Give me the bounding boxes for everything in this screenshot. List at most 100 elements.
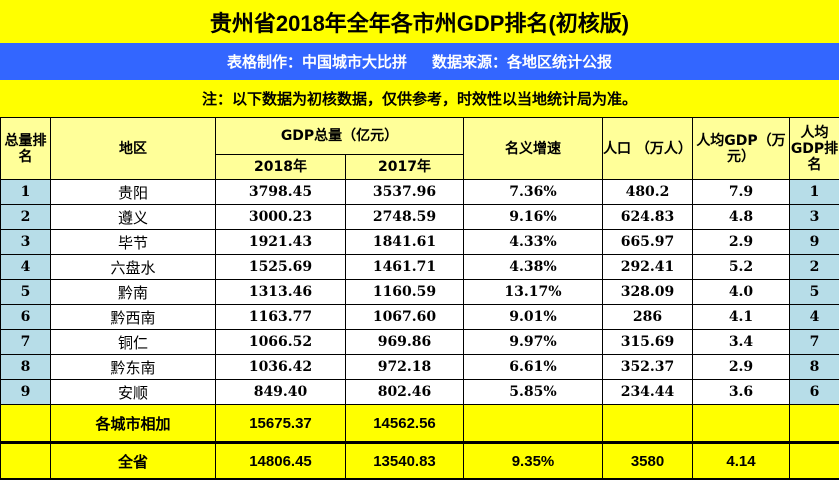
- province-label: 全省: [51, 443, 216, 480]
- disclaimer-note: 注：以下数据为初核数据，仅供参考，时效性以当地统计局为准。: [0, 80, 839, 117]
- growth-cell: 4.38%: [464, 255, 603, 280]
- growth-cell: 4.33%: [464, 230, 603, 255]
- rank-cell: 1: [1, 180, 51, 205]
- gdp2018-cell: 1921.43: [216, 230, 346, 255]
- province-total-row: 全省 14806.45 13540.83 9.35% 3580 4.14: [1, 443, 839, 480]
- table-row: 7 铜仁 1066.52 969.86 9.97% 315.69 3.4 7: [1, 330, 839, 355]
- region-cell: 铜仁: [51, 330, 216, 355]
- header-per-capita: 人均GDP（万元）: [693, 118, 790, 180]
- per-capita-rank-cell: 8: [790, 355, 839, 380]
- header-row-1: 总量排名 地区 GDP总量（亿元） 名义增速 人口 （万人） 人均GDP（万元）…: [1, 118, 839, 155]
- per-capita-rank-cell: 9: [790, 230, 839, 255]
- table-row: 9 安顺 849.40 802.46 5.85% 234.44 3.6 6: [1, 380, 839, 405]
- population-cell: 352.37: [603, 355, 693, 380]
- per-capita-rank-cell: 5: [790, 280, 839, 305]
- growth-cell: 9.01%: [464, 305, 603, 330]
- header-year-2018: 2018年: [216, 155, 346, 180]
- gdp-table: 总量排名 地区 GDP总量（亿元） 名义增速 人口 （万人） 人均GDP（万元）…: [0, 117, 839, 480]
- summary-growth: [464, 405, 603, 443]
- rank-cell: 2: [1, 205, 51, 230]
- gdp2017-cell: 3537.96: [346, 180, 464, 205]
- table-row: 3 毕节 1921.43 1841.61 4.33% 665.97 2.9 9: [1, 230, 839, 255]
- credit-banner: 表格制作：中国城市大比拼 数据来源：各地区统计公报: [0, 43, 839, 80]
- per-capita-cell: 4.8: [693, 205, 790, 230]
- province-per-capita-rank: [790, 443, 839, 480]
- summary-gdp2018: 15675.37: [216, 405, 346, 443]
- gdp2018-cell: 1525.69: [216, 255, 346, 280]
- gdp2018-cell: 849.40: [216, 380, 346, 405]
- gdp2018-cell: 3000.23: [216, 205, 346, 230]
- table-row: 8 黔东南 1036.42 972.18 6.61% 352.37 2.9 8: [1, 355, 839, 380]
- rank-cell: 3: [1, 230, 51, 255]
- per-capita-rank-cell: 1: [790, 180, 839, 205]
- growth-cell: 13.17%: [464, 280, 603, 305]
- region-cell: 贵阳: [51, 180, 216, 205]
- population-cell: 292.41: [603, 255, 693, 280]
- per-capita-cell: 3.4: [693, 330, 790, 355]
- province-gdp2017: 13540.83: [346, 443, 464, 480]
- rank-cell: 5: [1, 280, 51, 305]
- region-cell: 安顺: [51, 380, 216, 405]
- population-cell: 480.2: [603, 180, 693, 205]
- growth-cell: 9.16%: [464, 205, 603, 230]
- sheet-title: 贵州省2018年全年各市州GDP排名(初核版): [0, 0, 839, 44]
- per-capita-cell: 2.9: [693, 230, 790, 255]
- per-capita-cell: 7.9: [693, 180, 790, 205]
- population-cell: 286: [603, 305, 693, 330]
- table-row: 6 黔西南 1163.77 1067.60 9.01% 286 4.1 4: [1, 305, 839, 330]
- per-capita-cell: 3.6: [693, 380, 790, 405]
- per-capita-cell: 2.9: [693, 355, 790, 380]
- province-population: 3580: [603, 443, 693, 480]
- rank-cell: 9: [1, 380, 51, 405]
- header-year-2017: 2017年: [346, 155, 464, 180]
- province-per-capita: 4.14: [693, 443, 790, 480]
- table-row: 4 六盘水 1525.69 1461.71 4.38% 292.41 5.2 2: [1, 255, 839, 280]
- gdp2018-cell: 1036.42: [216, 355, 346, 380]
- per-capita-rank-cell: 2: [790, 255, 839, 280]
- growth-cell: 9.97%: [464, 330, 603, 355]
- gdp2017-cell: 1461.71: [346, 255, 464, 280]
- region-cell: 黔西南: [51, 305, 216, 330]
- growth-cell: 5.85%: [464, 380, 603, 405]
- table-row: 1 贵阳 3798.45 3537.96 7.36% 480.2 7.9 1: [1, 180, 839, 205]
- per-capita-cell: 4.0: [693, 280, 790, 305]
- growth-cell: 7.36%: [464, 180, 603, 205]
- region-cell: 遵义: [51, 205, 216, 230]
- population-cell: 624.83: [603, 205, 693, 230]
- rank-cell: 8: [1, 355, 51, 380]
- population-cell: 328.09: [603, 280, 693, 305]
- summary-per-capita-rank: [790, 405, 839, 443]
- summary-rank-cell: [1, 405, 51, 443]
- gdp2017-cell: 972.18: [346, 355, 464, 380]
- header-growth: 名义增速: [464, 118, 603, 180]
- summary-population: [603, 405, 693, 443]
- province-gdp2018: 14806.45: [216, 443, 346, 480]
- population-cell: 315.69: [603, 330, 693, 355]
- gdp2018-cell: 1313.46: [216, 280, 346, 305]
- region-cell: 黔东南: [51, 355, 216, 380]
- per-capita-rank-cell: 7: [790, 330, 839, 355]
- gdp2017-cell: 2748.59: [346, 205, 464, 230]
- summary-label: 各城市相加: [51, 405, 216, 443]
- rank-cell: 4: [1, 255, 51, 280]
- header-region: 地区: [51, 118, 216, 180]
- gdp2017-cell: 802.46: [346, 380, 464, 405]
- gdp2017-cell: 969.86: [346, 330, 464, 355]
- rank-cell: 7: [1, 330, 51, 355]
- province-rank-cell: [1, 443, 51, 480]
- header-gdp-total: GDP总量（亿元）: [216, 118, 464, 155]
- gdp2018-cell: 3798.45: [216, 180, 346, 205]
- per-capita-cell: 5.2: [693, 255, 790, 280]
- per-capita-cell: 4.1: [693, 305, 790, 330]
- gdp2017-cell: 1160.59: [346, 280, 464, 305]
- gdp2017-cell: 1841.61: [346, 230, 464, 255]
- per-capita-rank-cell: 3: [790, 205, 839, 230]
- summary-per-capita: [693, 405, 790, 443]
- population-cell: 234.44: [603, 380, 693, 405]
- table-row: 2 遵义 3000.23 2748.59 9.16% 624.83 4.8 3: [1, 205, 839, 230]
- population-cell: 665.97: [603, 230, 693, 255]
- region-cell: 六盘水: [51, 255, 216, 280]
- per-capita-rank-cell: 6: [790, 380, 839, 405]
- gdp2018-cell: 1163.77: [216, 305, 346, 330]
